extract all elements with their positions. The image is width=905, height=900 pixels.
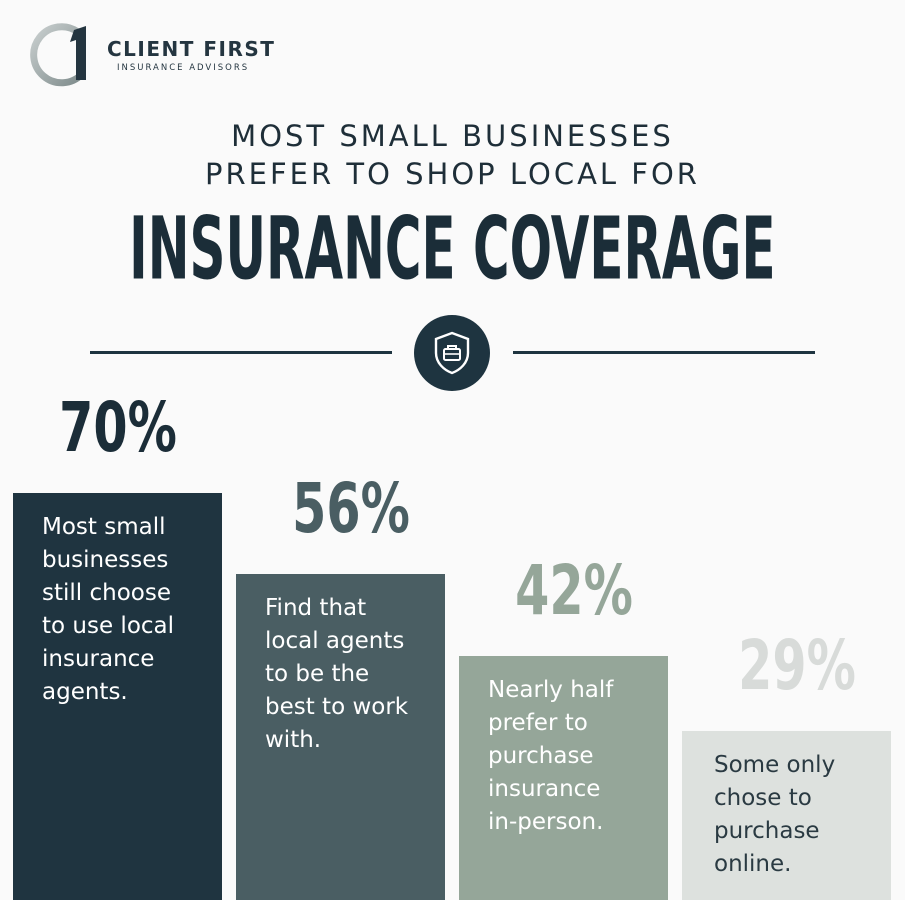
bar-value-label-1: 70%: [59, 387, 177, 469]
bar-3: [459, 656, 668, 900]
bar-description-3: Nearly half prefer to purchase insurance…: [488, 677, 614, 835]
bar-description-4: Some only chose to purchase online.: [714, 752, 836, 877]
bar-value-label-2: 56%: [292, 468, 410, 550]
bar-value-label-3: 42%: [515, 550, 633, 632]
bar-description-1: Most small businesses still choose to us…: [42, 514, 175, 705]
heading-line-2: PREFER TO SHOP LOCAL FOR: [205, 157, 700, 191]
bar-description-2: Find that local agents to be the best to…: [265, 595, 409, 753]
shield-briefcase-icon: [434, 331, 470, 375]
brand-logo: CLIENT FIRST INSURANCE ADVISORS: [30, 22, 274, 88]
bar-2: [236, 574, 445, 900]
bar-4: [682, 731, 891, 900]
page-title: INSURANCE COVERAGE: [129, 200, 776, 300]
shield-badge: [414, 315, 490, 391]
client-first-logo-icon: [30, 23, 86, 87]
brand-tagline: INSURANCE ADVISORS: [117, 63, 250, 73]
bar-value-label-4: 29%: [738, 625, 856, 707]
divider-left: [90, 351, 392, 354]
bar-1: [13, 493, 222, 900]
divider-right: [513, 351, 815, 354]
heading-line-1: MOST SMALL BUSINESSES: [231, 119, 674, 153]
brand-name: CLIENT FIRST: [107, 37, 276, 61]
